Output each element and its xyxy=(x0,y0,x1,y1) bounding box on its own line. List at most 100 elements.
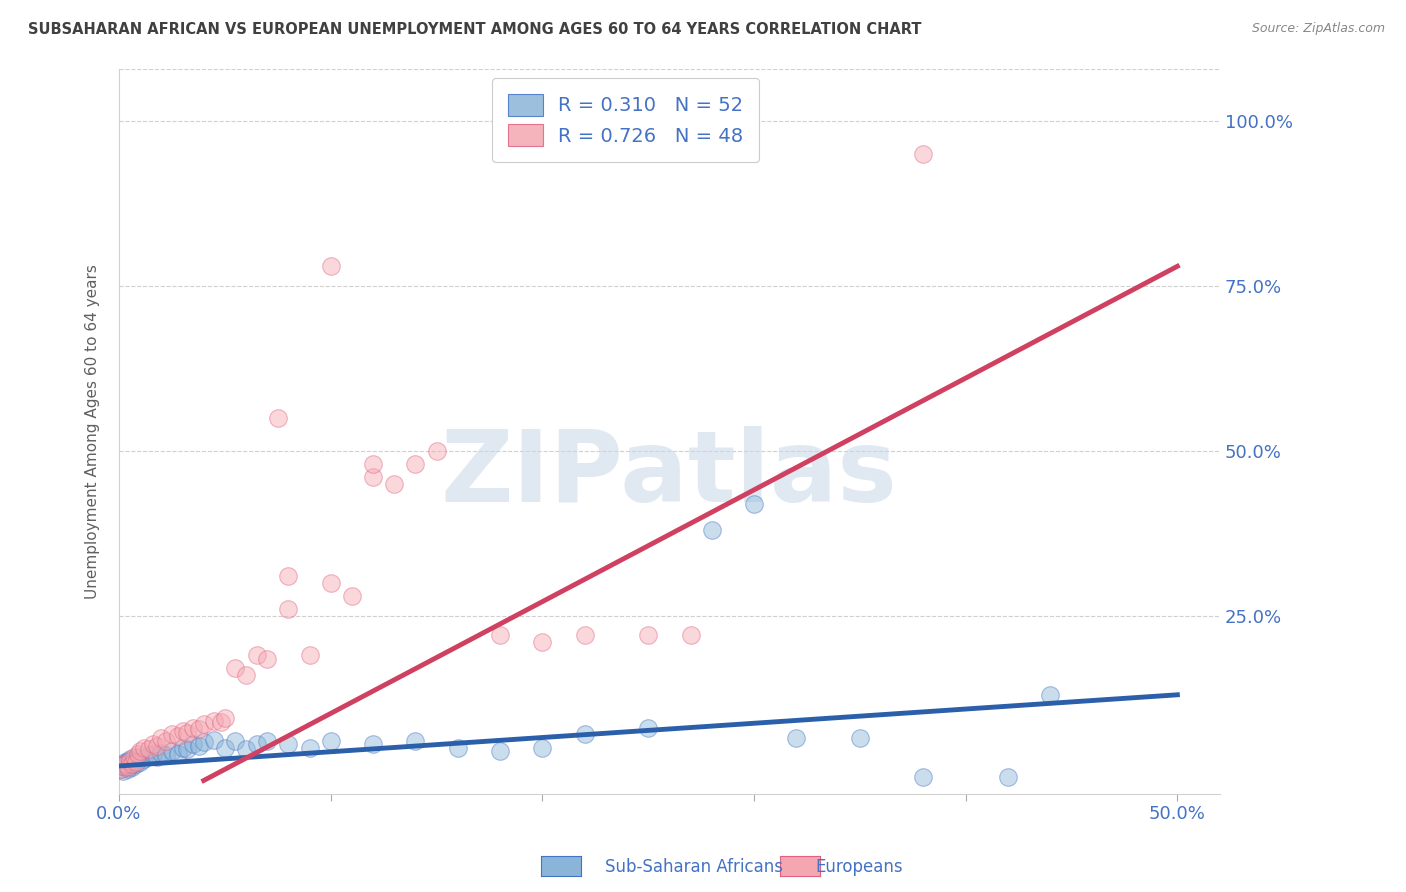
Point xyxy=(785,731,807,745)
Point xyxy=(447,740,470,755)
Point xyxy=(146,739,169,754)
Point xyxy=(118,759,141,773)
Point xyxy=(125,755,148,769)
Point xyxy=(214,740,236,755)
Point xyxy=(1039,688,1062,702)
Text: SUBSAHARAN AFRICAN VS EUROPEAN UNEMPLOYMENT AMONG AGES 60 TO 64 YEARS CORRELATIO: SUBSAHARAN AFRICAN VS EUROPEAN UNEMPLOYM… xyxy=(28,22,921,37)
Point xyxy=(298,648,321,663)
Point xyxy=(202,732,225,747)
Point xyxy=(181,721,204,735)
Text: Source: ZipAtlas.com: Source: ZipAtlas.com xyxy=(1251,22,1385,36)
Point xyxy=(382,476,405,491)
Point xyxy=(319,734,342,748)
Point xyxy=(155,748,177,763)
Point xyxy=(142,747,165,761)
Point xyxy=(679,628,702,642)
Point xyxy=(267,411,290,425)
Point xyxy=(181,737,204,751)
Point xyxy=(202,714,225,728)
Point xyxy=(146,750,169,764)
Legend: R = 0.310   N = 52, R = 0.726   N = 48: R = 0.310 N = 52, R = 0.726 N = 48 xyxy=(492,78,759,162)
Point xyxy=(361,470,384,484)
Point xyxy=(142,737,165,751)
Point xyxy=(127,750,149,764)
Point xyxy=(531,740,554,755)
Point xyxy=(188,739,211,754)
Point xyxy=(404,457,426,471)
Point xyxy=(912,770,935,784)
Point xyxy=(110,762,132,776)
Text: Europeans: Europeans xyxy=(815,858,903,876)
Point xyxy=(138,742,160,756)
Point xyxy=(112,764,135,778)
Point xyxy=(134,740,156,755)
Point xyxy=(489,744,512,758)
Point xyxy=(122,750,145,764)
Point xyxy=(256,651,278,665)
Point xyxy=(574,727,596,741)
Point xyxy=(155,734,177,748)
Point xyxy=(176,726,198,740)
Point xyxy=(277,737,299,751)
Point xyxy=(637,721,659,735)
Point xyxy=(224,734,246,748)
Point xyxy=(188,722,211,736)
Point xyxy=(122,754,145,768)
Point xyxy=(127,747,149,761)
Point xyxy=(235,742,257,756)
Point xyxy=(742,497,765,511)
Point xyxy=(114,755,136,769)
Point xyxy=(117,760,139,774)
Y-axis label: Unemployment Among Ages 60 to 64 years: Unemployment Among Ages 60 to 64 years xyxy=(86,264,100,599)
Point xyxy=(150,746,173,760)
Point xyxy=(319,575,342,590)
Point xyxy=(112,757,135,772)
Point xyxy=(118,754,141,768)
Point xyxy=(849,731,872,745)
Point xyxy=(246,737,269,751)
Point xyxy=(224,661,246,675)
Point xyxy=(172,724,194,739)
Point xyxy=(172,740,194,755)
Point xyxy=(912,147,935,161)
Point xyxy=(193,735,215,749)
Point xyxy=(160,744,183,758)
Point xyxy=(138,748,160,763)
Point xyxy=(112,759,135,773)
Point xyxy=(134,752,156,766)
Point xyxy=(256,734,278,748)
Point xyxy=(404,734,426,748)
Point xyxy=(129,755,152,769)
Point xyxy=(117,754,139,768)
Point xyxy=(110,759,132,773)
Point xyxy=(319,260,342,274)
Point xyxy=(117,762,139,776)
Point xyxy=(176,742,198,756)
Point xyxy=(125,757,148,772)
Point xyxy=(118,752,141,766)
Point xyxy=(997,770,1019,784)
Point xyxy=(129,744,152,758)
Text: Sub-Saharan Africans: Sub-Saharan Africans xyxy=(605,858,783,876)
Point xyxy=(121,760,143,774)
Point xyxy=(340,589,363,603)
Point xyxy=(167,729,190,743)
Point xyxy=(531,635,554,649)
Point xyxy=(121,757,143,772)
Point xyxy=(298,740,321,755)
Point xyxy=(246,648,269,663)
Point xyxy=(489,628,512,642)
Point xyxy=(361,737,384,751)
Point xyxy=(574,628,596,642)
Point xyxy=(425,443,447,458)
Point xyxy=(277,602,299,616)
Point xyxy=(167,747,190,761)
Point xyxy=(121,757,143,772)
Point xyxy=(700,523,723,537)
Point xyxy=(637,628,659,642)
Point xyxy=(110,762,132,776)
Point xyxy=(150,731,173,745)
Point xyxy=(193,717,215,731)
Point xyxy=(214,711,236,725)
Point xyxy=(361,457,384,471)
